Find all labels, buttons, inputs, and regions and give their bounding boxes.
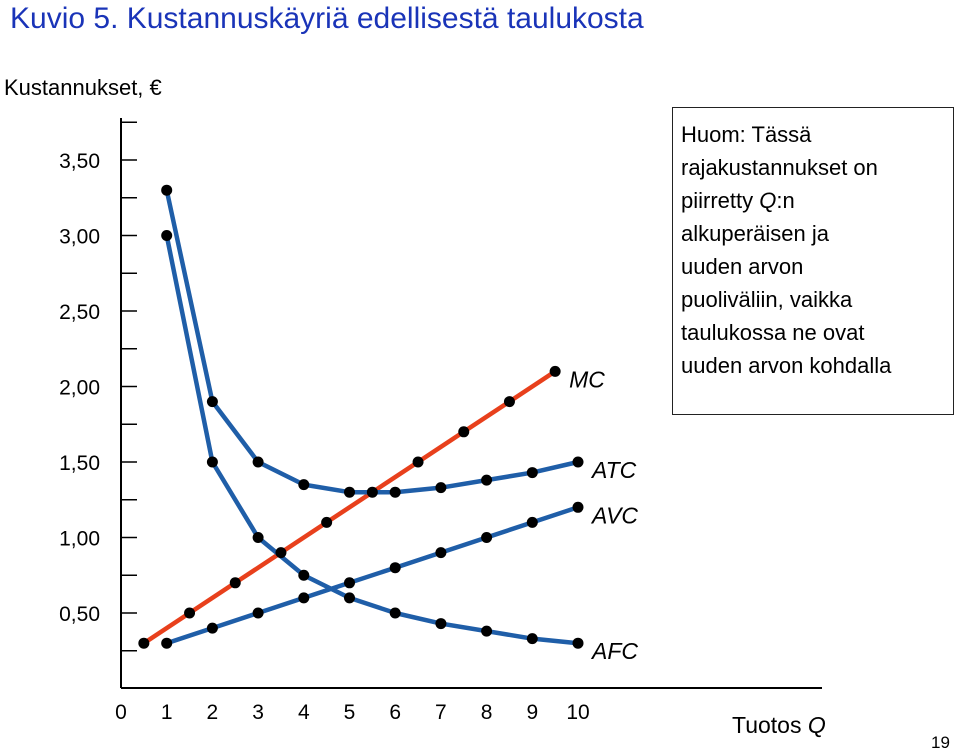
x-axis-label-text: Tuotos — [732, 712, 808, 738]
data-point-avc — [526, 516, 538, 528]
note-line: piirretty Q:n — [681, 184, 953, 217]
note-text: :n — [776, 188, 795, 213]
note-line: alkuperäisen ja — [681, 221, 829, 246]
data-point-atc — [481, 474, 493, 486]
x-tick-label: 0 — [115, 701, 127, 724]
x-tick-label: 1 — [161, 701, 173, 724]
series-line-avc — [165, 505, 579, 646]
y-tick-label: 1,00 — [59, 528, 100, 551]
data-point-mc — [275, 547, 287, 559]
note-line: uuden arvon — [681, 254, 804, 279]
note-line: Huom: Tässä — [681, 122, 812, 147]
data-point-avc — [161, 637, 173, 649]
x-tick-label: 6 — [389, 701, 401, 724]
data-point-mc — [138, 637, 150, 649]
data-point-mc — [321, 516, 333, 528]
data-point-mc — [549, 365, 561, 377]
data-point-mc — [184, 607, 196, 619]
series-line-atc — [164, 189, 579, 495]
series-label-atc: ATC — [590, 457, 637, 483]
data-point-avc — [252, 607, 264, 619]
data-point-atc — [435, 482, 447, 494]
data-point-afc — [252, 532, 264, 543]
note-text: piirretty — [681, 188, 760, 213]
data-point-avc — [435, 547, 447, 559]
data-point-afc — [526, 633, 538, 645]
series-labels: MC ATC AVC AFC — [569, 366, 638, 664]
data-point-atc — [572, 456, 584, 468]
series-lines — [142, 189, 579, 646]
data-point-avc — [344, 577, 355, 589]
x-axis-label: Tuotos Q — [732, 712, 826, 738]
page-number: 19 — [931, 733, 950, 752]
x-axis-label-variable: Q — [808, 712, 826, 738]
y-tick-label: 3,50 — [59, 150, 100, 173]
data-point-atc — [298, 479, 310, 491]
note-line: uuden arvon kohdalla — [681, 353, 892, 378]
data-point-afc — [389, 607, 401, 619]
x-tick-label: 7 — [435, 701, 447, 724]
y-tick-label: 0,50 — [59, 603, 100, 626]
note-line: rajakustannukset on — [681, 155, 878, 180]
data-point-mc — [412, 456, 424, 468]
series-line-mc — [142, 369, 557, 646]
y-axis-label: Kustannukset, € — [4, 75, 162, 100]
data-point-mc — [229, 577, 241, 589]
series-points — [138, 184, 584, 649]
data-point-atc — [252, 456, 264, 468]
y-tick-label: 3,00 — [59, 226, 100, 249]
x-tick-label: 10 — [566, 701, 589, 724]
data-point-avc — [206, 622, 218, 634]
series-label-mc: MC — [569, 366, 605, 392]
data-point-afc — [161, 230, 173, 241]
data-point-afc — [435, 618, 447, 630]
x-tick-label: 5 — [344, 701, 356, 724]
note-line: taulukossa ne ovat — [681, 320, 865, 345]
data-point-mc — [458, 426, 470, 438]
data-point-atc — [344, 486, 355, 498]
data-point-afc — [206, 456, 218, 468]
data-point-afc — [481, 625, 493, 637]
data-point-avc — [298, 592, 310, 604]
note-line: puoliväliin, vaikka — [681, 287, 853, 312]
y-tick-label: 1,50 — [59, 452, 100, 475]
data-point-avc — [572, 501, 584, 513]
series-label-avc: AVC — [590, 502, 638, 528]
data-point-afc — [298, 569, 310, 581]
note-variable: Q — [759, 188, 777, 213]
data-point-atc — [526, 467, 538, 479]
data-point-afc — [572, 637, 584, 649]
axes: 0,50 1,00 1,50 2,00 2,50 3,00 3,50 0 1 2 3 4 5 6 7 8 9 10 — [59, 118, 822, 724]
y-tick-label: 2,50 — [59, 301, 100, 324]
data-point-avc — [481, 532, 493, 543]
data-point-afc — [344, 592, 355, 604]
x-tick-label: 3 — [252, 701, 264, 724]
x-tick-label: 9 — [526, 701, 538, 724]
series-line-afc — [164, 235, 579, 646]
data-point-mc — [503, 396, 515, 408]
data-point-atc — [161, 184, 173, 196]
data-point-mc — [366, 486, 378, 498]
note-box: Huom: Tässä rajakustannukset on piirrett… — [672, 107, 954, 415]
y-tick-label: 2,00 — [59, 377, 100, 400]
x-tick-label: 2 — [207, 701, 219, 724]
x-tick-label: 4 — [298, 701, 310, 724]
series-label-afc: AFC — [590, 638, 638, 664]
data-point-avc — [389, 562, 401, 574]
data-point-atc — [389, 486, 401, 498]
x-tick-label: 8 — [481, 701, 493, 724]
chart-title: Kuvio 5. Kustannuskäyriä edellisestä tau… — [10, 2, 644, 35]
data-point-atc — [206, 396, 218, 408]
